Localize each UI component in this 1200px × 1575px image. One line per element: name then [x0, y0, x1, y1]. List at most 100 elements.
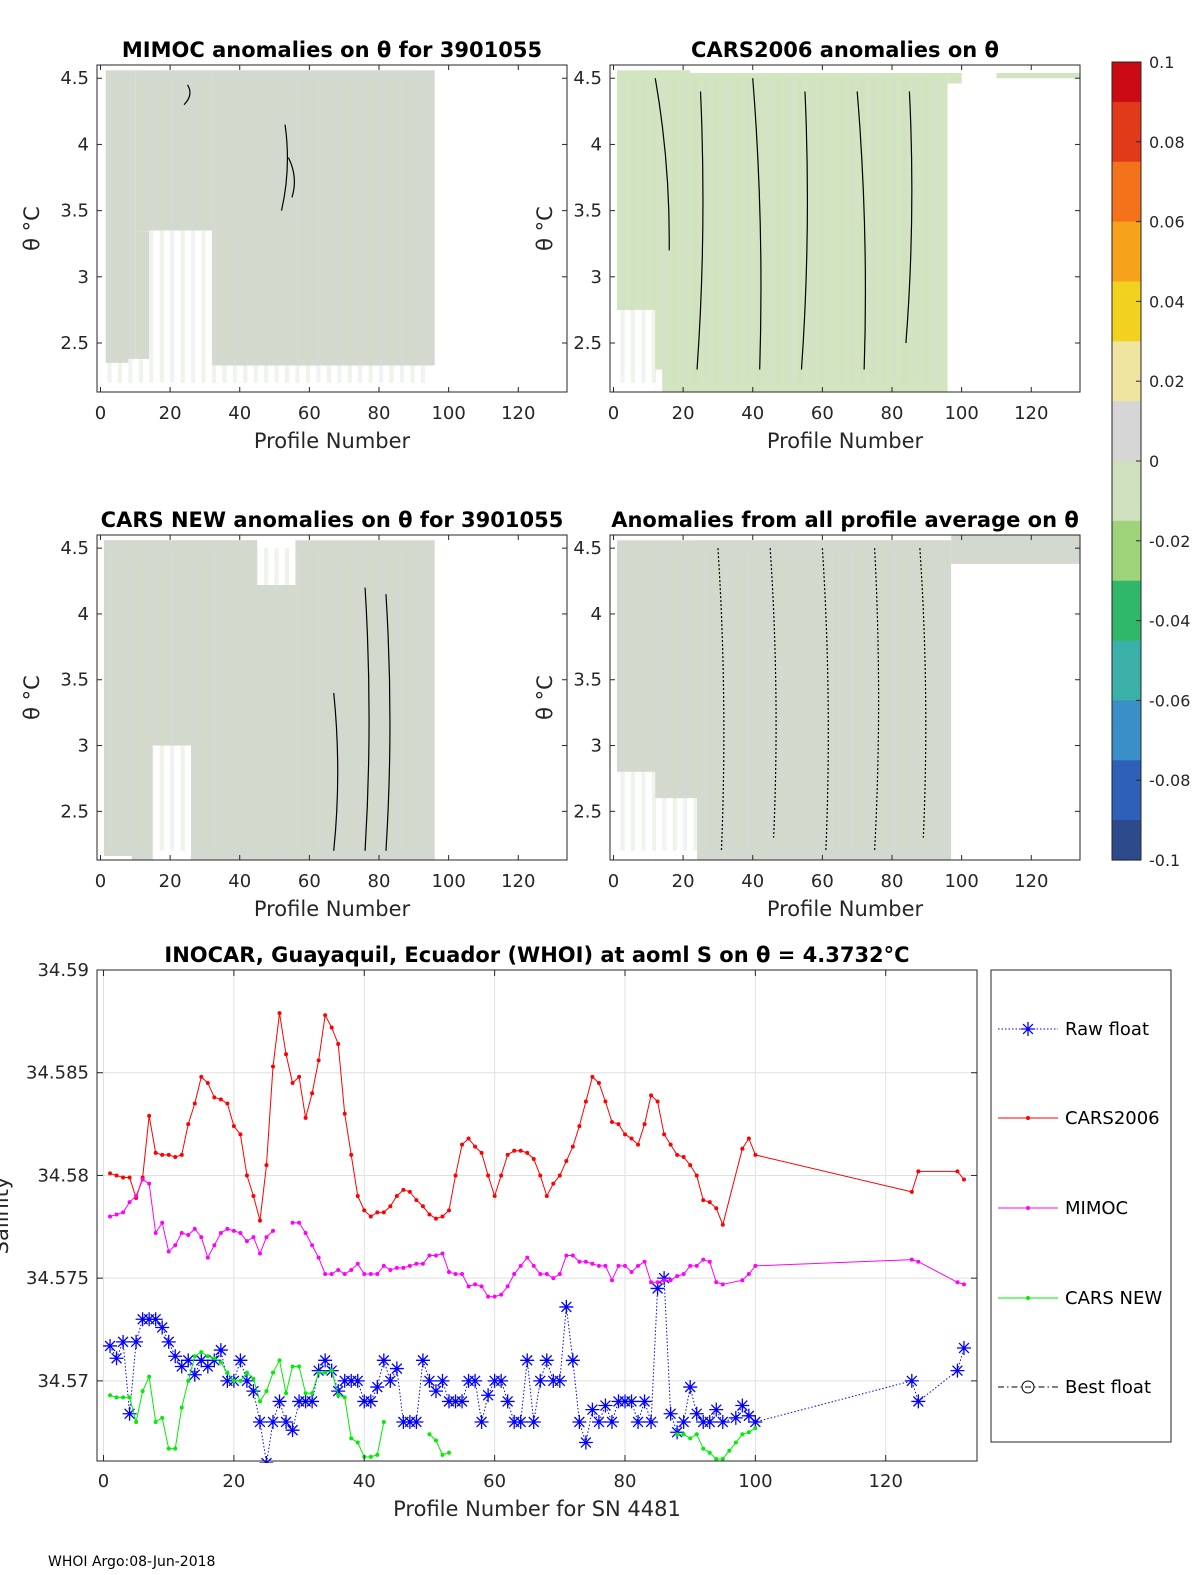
data-point: [473, 1144, 478, 1149]
x-tick-label: 60: [298, 403, 321, 424]
data-point: [336, 1393, 341, 1398]
texture-streak: [766, 548, 771, 851]
data-point: [342, 1272, 347, 1277]
texture-streak: [347, 548, 352, 851]
texture-streak: [180, 78, 185, 383]
data-point: [624, 1394, 639, 1409]
x-tick-label: 60: [811, 403, 834, 424]
colorbar-tick-label: 0.02: [1149, 372, 1185, 391]
axes-box: [609, 534, 1081, 861]
data-point: [316, 1255, 321, 1260]
texture-streak: [756, 548, 761, 851]
data-point: [121, 1210, 126, 1215]
data-point: [956, 1341, 971, 1356]
data-point: [909, 1189, 914, 1194]
data-point: [121, 1395, 126, 1400]
texture-streak: [368, 78, 373, 383]
x-tick-label: 100: [944, 403, 978, 424]
texture-streak: [410, 78, 415, 383]
y-tick-label: 3.5: [60, 201, 89, 222]
texture-streak: [808, 78, 813, 383]
data-point: [342, 1111, 347, 1116]
data-region: [135, 231, 150, 363]
data-point: [681, 1154, 686, 1159]
data-point: [513, 1414, 528, 1429]
data-region: [616, 70, 656, 310]
data-point: [368, 1454, 373, 1459]
legend: Raw float CARS2006 MIMOC CARS NEW Best float: [990, 969, 1172, 1443]
colorbar-tick-label: 0.04: [1149, 292, 1185, 311]
data-point: [590, 1261, 595, 1266]
data-point: [349, 1267, 354, 1272]
data-point: [153, 1230, 158, 1235]
colorbar-band: [1112, 720, 1141, 741]
data-point: [381, 1419, 386, 1424]
data-point: [428, 1384, 443, 1399]
contour-line: [856, 91, 867, 370]
data-point: [336, 1041, 341, 1046]
legend-marker: [1021, 1380, 1035, 1394]
contour-line: [287, 157, 296, 198]
texture-streak: [704, 78, 709, 383]
data-point: [108, 1393, 113, 1398]
colorbar-tick-label: -0.04: [1149, 612, 1190, 631]
texture-streak: [128, 548, 133, 851]
data-point: [375, 1272, 380, 1277]
data-point: [389, 1361, 404, 1376]
texture-streak: [264, 548, 269, 851]
data-point: [596, 1080, 601, 1085]
texture-streak: [777, 78, 782, 383]
series-line: [429, 1433, 450, 1456]
x-tick-label: 0: [608, 871, 619, 892]
legend-entry: CARS NEW: [998, 1288, 1162, 1309]
data-point: [297, 1364, 302, 1369]
data-point: [108, 1171, 113, 1176]
data-point: [662, 1278, 667, 1283]
texture-streak: [326, 548, 331, 851]
data-point: [147, 1181, 152, 1186]
data-point: [127, 1395, 132, 1400]
data-point: [707, 1450, 712, 1455]
data-point: [720, 1456, 725, 1461]
texture-streak: [745, 548, 750, 851]
data-point: [329, 1025, 334, 1030]
data-point: [420, 1204, 425, 1209]
texture-streak: [285, 548, 290, 851]
data-point: [297, 1074, 302, 1079]
y-tick-label: 3.5: [60, 670, 89, 691]
anomaly-field: [610, 65, 1080, 392]
panel-title: CARS NEW anomalies on θ for 3901055: [101, 508, 564, 532]
texture-streak: [222, 78, 227, 383]
data-point: [479, 1150, 484, 1155]
texture-streak: [399, 78, 405, 383]
data-point: [231, 1124, 236, 1129]
data-point: [631, 1414, 646, 1429]
data-point: [179, 1152, 184, 1157]
data-point: [363, 1394, 378, 1409]
colorbar-band: [1112, 381, 1141, 402]
colorbar-tick-label: 0.08: [1149, 133, 1185, 152]
x-tick-label: 120: [501, 403, 535, 424]
footer-credit: WHOI Argo:08-Jun-2018: [48, 1554, 216, 1570]
data-point: [694, 1173, 699, 1178]
data-point: [675, 1152, 680, 1157]
data-point: [394, 1265, 399, 1270]
data-point: [155, 1320, 170, 1335]
data-point: [486, 1294, 491, 1299]
colorbar-band: [1112, 221, 1141, 243]
texture-streak: [756, 78, 761, 383]
axes-box: [96, 534, 568, 861]
data-point: [414, 1261, 419, 1266]
data-point: [694, 1263, 699, 1268]
data-point: [688, 1436, 693, 1441]
data-point: [727, 1448, 732, 1453]
data-point: [701, 1446, 706, 1451]
data-point: [916, 1259, 921, 1264]
texture-streak: [693, 78, 698, 383]
x-tick-label: 80: [368, 403, 391, 424]
data-point: [526, 1414, 541, 1429]
data-point: [427, 1253, 432, 1258]
colorbar-tick-label: -0.02: [1149, 532, 1190, 551]
texture-streak: [243, 548, 248, 851]
x-tick-label: 60: [483, 1471, 506, 1492]
